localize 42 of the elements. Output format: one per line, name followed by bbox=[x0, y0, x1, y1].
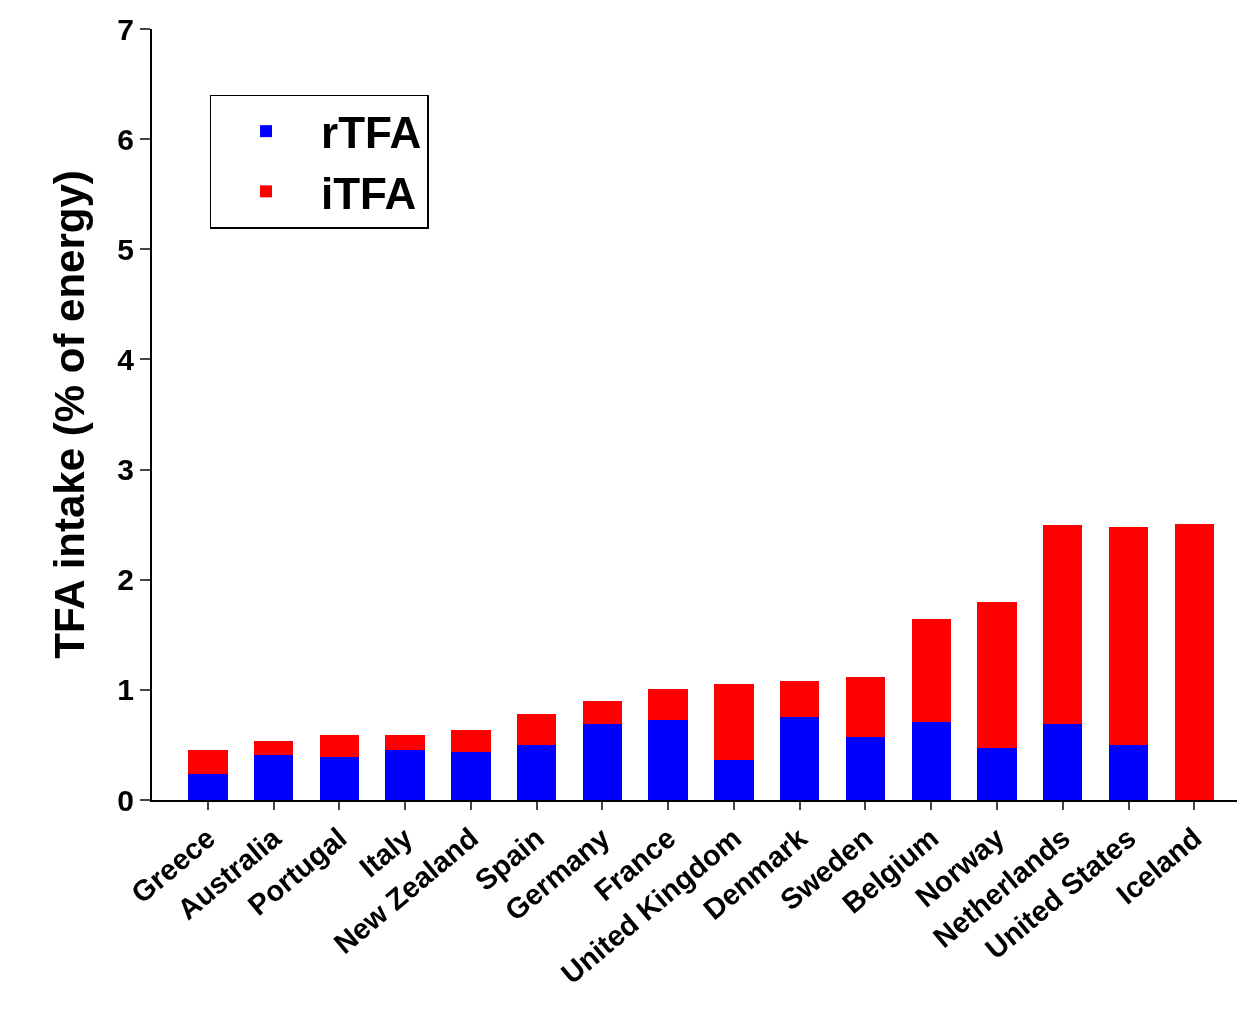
bar bbox=[451, 729, 491, 752]
y-tick-label: 6 bbox=[117, 122, 134, 156]
bar bbox=[714, 684, 754, 761]
legend-label: rTFA bbox=[321, 108, 422, 158]
y-tick-label: 5 bbox=[117, 232, 134, 266]
bar bbox=[779, 681, 820, 718]
y-tick-label: 4 bbox=[117, 342, 135, 376]
bar bbox=[385, 750, 425, 800]
y-tick-label: 7 bbox=[117, 12, 134, 46]
y-tick-label: 2 bbox=[117, 563, 134, 597]
bar bbox=[648, 688, 688, 720]
bar bbox=[845, 676, 886, 738]
bar bbox=[516, 744, 557, 800]
bar bbox=[253, 754, 294, 800]
bar bbox=[188, 750, 228, 774]
bar bbox=[977, 748, 1017, 800]
bar bbox=[582, 724, 623, 800]
bar bbox=[845, 737, 886, 800]
bar bbox=[188, 773, 228, 800]
bar bbox=[319, 757, 360, 800]
bar bbox=[385, 735, 425, 751]
bar bbox=[451, 751, 491, 800]
y-tick-label: 0 bbox=[117, 783, 134, 817]
bar bbox=[516, 714, 557, 745]
bar bbox=[714, 760, 754, 800]
bar bbox=[779, 717, 820, 800]
y-tick-label: 1 bbox=[117, 673, 134, 707]
y-tick-label: 3 bbox=[117, 453, 134, 487]
bar bbox=[1108, 526, 1149, 745]
bar bbox=[1174, 523, 1214, 800]
bar bbox=[582, 700, 623, 724]
bar bbox=[911, 619, 951, 722]
bar bbox=[1108, 744, 1149, 800]
bar bbox=[1043, 724, 1083, 800]
y-axis-title: TFA intake (% of energy) bbox=[45, 170, 93, 659]
bar bbox=[319, 735, 360, 758]
legend-label: iTFA bbox=[321, 168, 417, 218]
bar bbox=[253, 740, 294, 755]
bar bbox=[1043, 524, 1083, 724]
bar bbox=[648, 719, 688, 800]
bar bbox=[977, 601, 1017, 749]
bar bbox=[911, 721, 951, 800]
